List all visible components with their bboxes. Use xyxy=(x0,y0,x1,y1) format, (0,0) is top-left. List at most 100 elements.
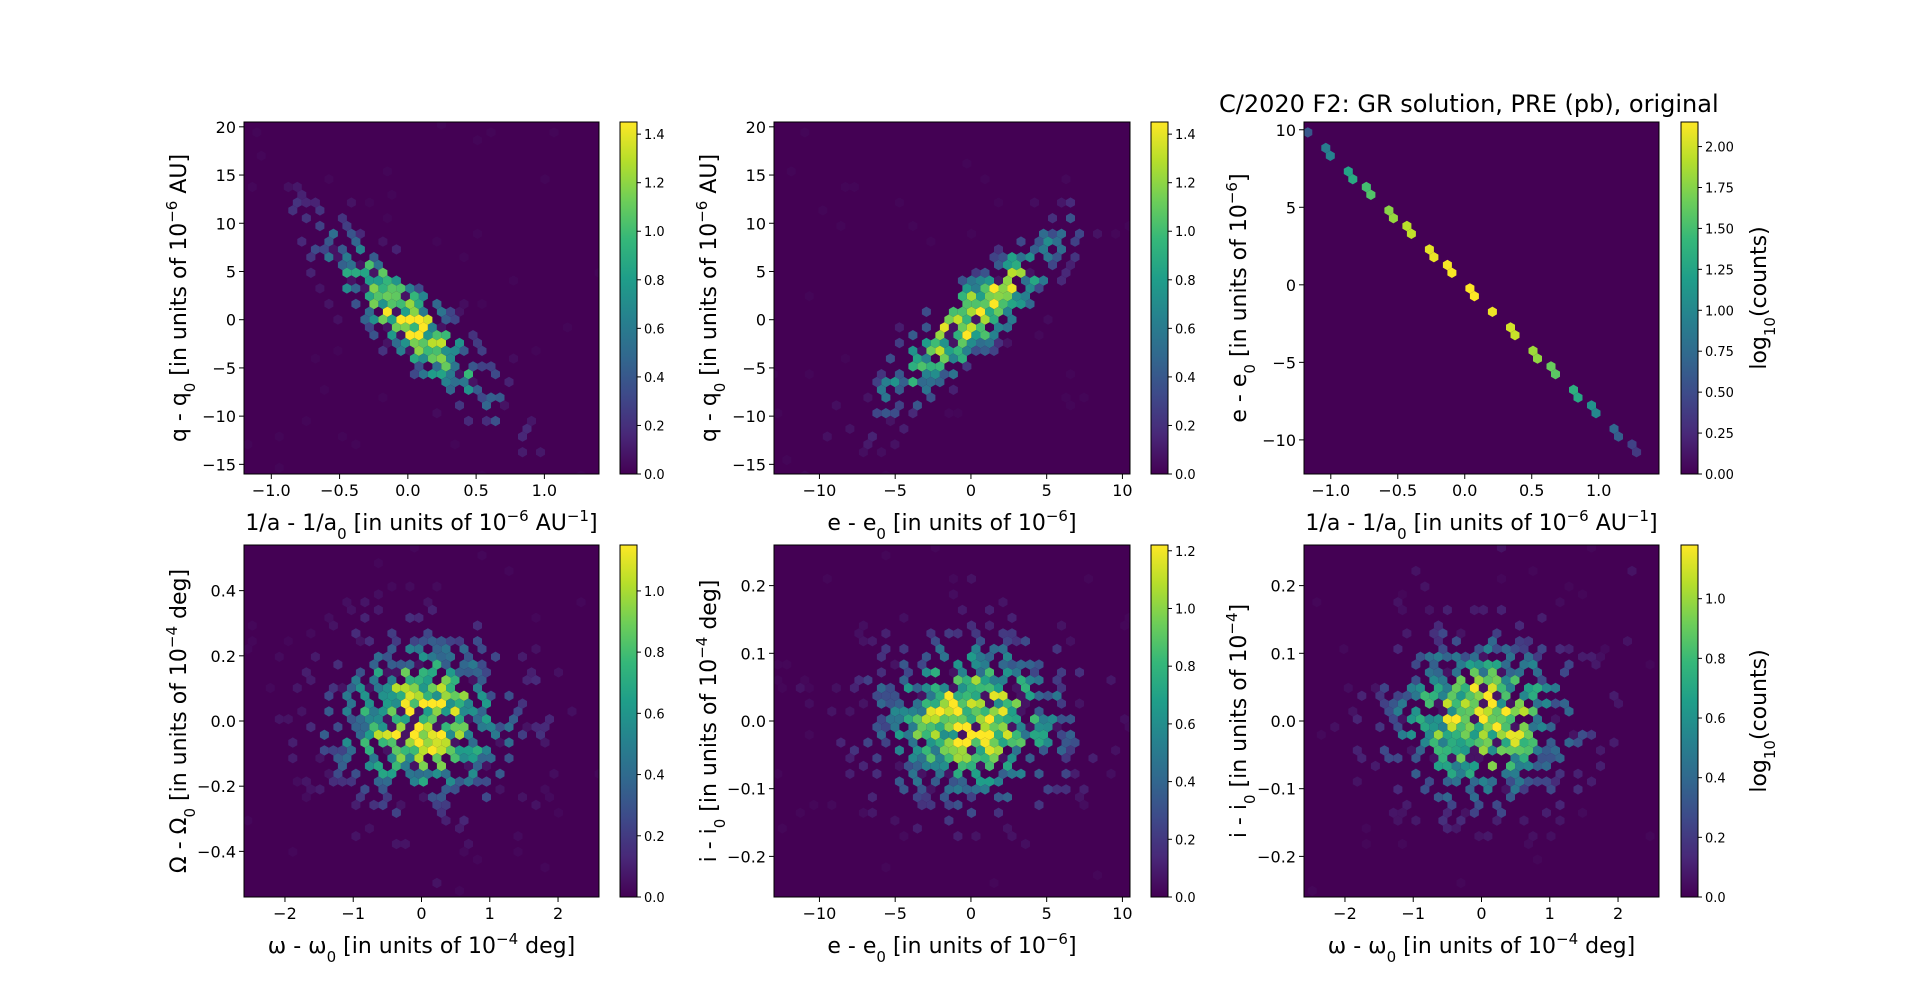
hexbin-cell xyxy=(288,846,298,857)
hexbin-cell xyxy=(858,807,868,818)
hexbin-cell xyxy=(1433,667,1443,678)
hexbin-cell xyxy=(1052,252,1062,263)
hexbin-cell xyxy=(436,792,446,803)
hexbin-cell xyxy=(315,753,325,764)
hexbin-cell xyxy=(1451,636,1461,647)
hexbin-cell xyxy=(1384,753,1394,764)
hexbin-cell xyxy=(1546,737,1556,748)
hexbin-cell xyxy=(939,729,949,740)
hexbin-cell xyxy=(301,667,311,678)
hexbin-cell xyxy=(962,283,972,294)
hexbin-cell xyxy=(518,447,527,458)
hexbin-cell xyxy=(957,667,967,678)
colorbar-tick-label: 0.0 xyxy=(1705,891,1726,906)
hexbin-cell xyxy=(1016,236,1026,247)
hexbin-cell xyxy=(1034,706,1044,717)
hexbin-cell xyxy=(409,682,419,694)
hexbin-cell xyxy=(899,423,909,434)
x-tick-label: −1 xyxy=(341,904,365,923)
hexbin-cell xyxy=(1533,776,1542,787)
hexbin-cell xyxy=(1007,721,1017,733)
hexbin-cell xyxy=(446,667,455,678)
hexbin-cell xyxy=(1420,690,1430,701)
hexbin-cell xyxy=(953,753,963,764)
hexbin-cell xyxy=(1066,400,1075,411)
hexbin-cell xyxy=(459,706,469,717)
hexbin-cell xyxy=(382,306,392,317)
hexbin-cell xyxy=(549,127,559,138)
hexbin-cell xyxy=(391,807,401,818)
hexbin-cell xyxy=(391,698,401,709)
hexbin-cell xyxy=(364,275,374,286)
hexbin-cell xyxy=(409,729,419,740)
hexbin-cell xyxy=(795,682,805,694)
hexbin-cell xyxy=(1375,535,1384,545)
hexbin-cell xyxy=(427,792,437,803)
hexbin-cell xyxy=(432,581,442,592)
hexbin-cell xyxy=(265,682,275,694)
hexbin-cell xyxy=(1012,729,1021,740)
hexbin-cell xyxy=(1573,392,1583,403)
y-tick-label: 0 xyxy=(226,311,236,330)
hexbin-cell xyxy=(473,337,482,349)
hexbin-cell xyxy=(1438,675,1448,686)
hexbin-cell xyxy=(998,628,1008,639)
hexbin-cell xyxy=(881,628,891,639)
hexbin-cell xyxy=(890,721,900,733)
hexbin-cell xyxy=(1025,753,1035,764)
hexbin-cell xyxy=(1066,636,1075,647)
hexbin-cell xyxy=(1433,729,1443,740)
hexbin-cell xyxy=(441,314,451,325)
hexbin-cell xyxy=(1057,745,1066,756)
hexbin-cell xyxy=(459,659,469,670)
hexbin-cell xyxy=(409,369,419,380)
colorbar-tick-label: 0.6 xyxy=(1175,322,1196,337)
hexbin-cell xyxy=(1438,721,1448,733)
hexbin-cell xyxy=(957,337,967,349)
hexbin-cell xyxy=(881,408,891,419)
hexbin-cell xyxy=(432,643,442,655)
hexbin-cell xyxy=(908,768,918,779)
hexbin-cell xyxy=(1034,799,1044,811)
hexbin-cell xyxy=(944,784,954,795)
hexbin-cell xyxy=(1003,291,1012,302)
hexbin-cell xyxy=(441,643,451,655)
hexbin-cell xyxy=(346,682,356,694)
hexbin-cell xyxy=(306,267,316,278)
hexbin-cell xyxy=(382,776,392,787)
hexbin-cell xyxy=(1442,604,1452,616)
hexbin-cell xyxy=(342,220,352,232)
hexbin-cell xyxy=(382,745,392,756)
hexbin-cell xyxy=(477,659,487,670)
hexbin-cell xyxy=(976,636,985,647)
hexbin-cell xyxy=(980,283,990,294)
hexbin-cell xyxy=(563,322,572,333)
colorbar-tick-label: 0.8 xyxy=(1705,652,1726,667)
hexbin-cell xyxy=(373,776,383,787)
hexbin-cell xyxy=(554,667,563,678)
hexbin-cell xyxy=(899,376,909,388)
hexbin-cell xyxy=(1007,314,1017,325)
hexbin-cell xyxy=(1352,776,1362,787)
hexbin-cell xyxy=(536,447,545,458)
hexbin-cell xyxy=(369,298,379,310)
hexbin-cell xyxy=(1393,706,1403,717)
hexbin-cell xyxy=(432,361,442,372)
hexbin-cell xyxy=(400,667,410,678)
colorbar-tick-label: 0.00 xyxy=(1705,468,1734,483)
x-axis-label: 1/a - 1/a0 [in units of 10−6 AU−1] xyxy=(1305,507,1657,543)
hexbin-cell xyxy=(1596,651,1605,662)
hexbin-cell xyxy=(1510,753,1520,764)
hexbin-cell xyxy=(423,628,433,639)
hexbin-cell xyxy=(396,706,406,717)
hexbin-cell xyxy=(387,753,397,764)
hexbin-cell xyxy=(980,706,990,717)
hexbin-cell xyxy=(1030,714,1039,725)
hexbin-cell xyxy=(1483,659,1493,670)
hexbin-cell xyxy=(513,706,523,717)
hexbin-cell xyxy=(804,682,814,694)
hexbin-cell xyxy=(396,314,406,325)
hexbin-cell xyxy=(989,877,999,889)
hexbin-cell xyxy=(495,768,505,779)
